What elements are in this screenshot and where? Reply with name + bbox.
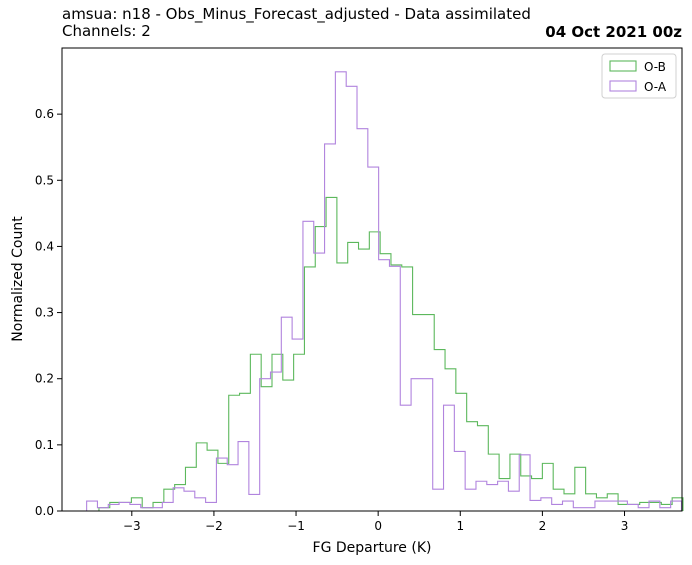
legend-label-o-b: O-B <box>644 60 666 74</box>
series-o-b-histogram <box>98 196 684 511</box>
y-tick-label: 0.6 <box>35 107 54 121</box>
chart-title-line2: Channels: 2 <box>62 22 151 40</box>
series-o-a-histogram <box>86 71 683 511</box>
x-tick-label: 0 <box>374 519 382 533</box>
y-tick-label: 0.3 <box>35 306 54 320</box>
chart-title-line1: amsua: n18 - Obs_Minus_Forecast_adjusted… <box>62 5 531 23</box>
y-tick-label: 0.4 <box>35 239 54 253</box>
legend-swatch-o-b <box>609 60 637 72</box>
chart-title: amsua: n18 - Obs_Minus_Forecast_adjusted… <box>62 6 531 40</box>
x-axis: −3 −2 −1 0 1 2 3 <box>123 511 628 533</box>
x-tick-label: 2 <box>539 519 547 533</box>
y-axis-label: Normalized Count <box>10 216 26 342</box>
x-tick-label: −3 <box>123 519 141 533</box>
plot-frame <box>61 47 683 512</box>
y-tick-label: 0.2 <box>35 372 54 386</box>
y-tick-label: 0.0 <box>35 504 54 518</box>
legend-swatch-o-a <box>609 80 637 92</box>
legend-box <box>601 53 677 99</box>
x-tick-label: 1 <box>456 519 464 533</box>
x-tick-label: 3 <box>621 519 629 533</box>
x-tick-label: −2 <box>205 519 223 533</box>
legend: O-B O-A <box>601 53 677 99</box>
x-axis-label: FG Departure (K) <box>313 540 432 556</box>
chart-date: 04 Oct 2021 00z <box>545 23 682 41</box>
y-axis: 0.0 0.1 0.2 0.3 0.4 0.5 0.6 <box>35 107 62 518</box>
plot-series-group <box>86 71 684 511</box>
x-tick-label: −1 <box>287 519 305 533</box>
legend-label-o-a: O-A <box>644 80 667 94</box>
y-tick-label: 0.1 <box>35 438 54 452</box>
y-tick-label: 0.5 <box>35 173 54 187</box>
